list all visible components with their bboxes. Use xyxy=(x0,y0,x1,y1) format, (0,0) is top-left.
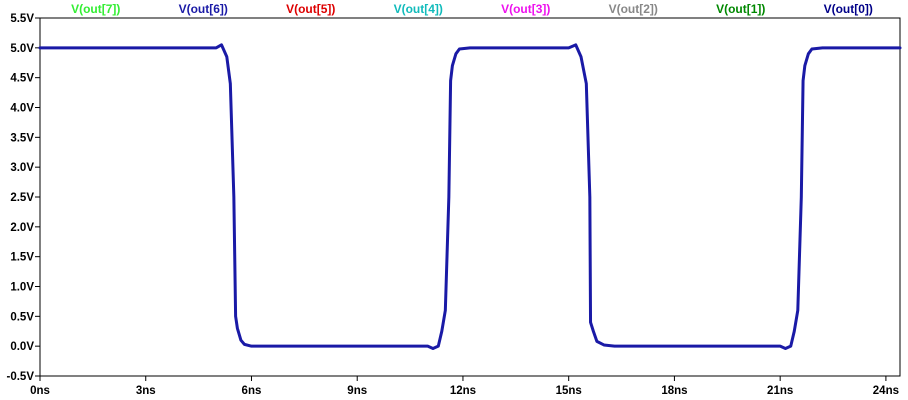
x-tick-label: 15ns xyxy=(556,385,582,397)
series-lines xyxy=(38,43,902,351)
x-tick-label: 9ns xyxy=(347,385,367,397)
plot-frame xyxy=(39,17,901,377)
x-tick-label: 3ns xyxy=(136,385,156,397)
legend-entry[interactable]: V(out[2]) xyxy=(609,2,658,16)
y-tick-label: 1.0V xyxy=(10,282,34,294)
x-tick-label: 12ns xyxy=(450,385,476,397)
legend-entry[interactable]: V(out[1]) xyxy=(716,2,765,16)
x-tick-label: 24ns xyxy=(873,385,899,397)
x-tick-label: 6ns xyxy=(242,385,262,397)
legend-entry[interactable]: V(out[6]) xyxy=(179,2,228,16)
y-tick-label: 5.0V xyxy=(10,43,34,55)
x-tick-label: 0ns xyxy=(30,385,50,397)
y-tick-label: 5.5V xyxy=(10,13,34,25)
series-line xyxy=(38,43,902,351)
x-axis-ticks: 0ns 3ns 6ns 9ns 12ns 15ns 18ns 21ns 24ns xyxy=(30,376,899,397)
y-tick-label: -0.5V xyxy=(7,371,35,383)
y-tick-label: 1.5V xyxy=(10,252,34,264)
legend-entry[interactable]: V(out[0]) xyxy=(824,2,873,16)
legend: V(out[7]) V(out[6]) V(out[5]) V(out[4]) V(ou… xyxy=(71,2,873,16)
y-tick-label: 2.0V xyxy=(10,222,34,234)
x-tick-label: 18ns xyxy=(661,385,687,397)
legend-entry[interactable]: V(out[4]) xyxy=(394,2,443,16)
y-axis-ticks: -0.5V 0.0V 0.5V 1.0V 1.5V 2.0V 2.5V 3.0V 3.5V 4.0… xyxy=(7,13,40,383)
legend-entry[interactable]: V(out[3]) xyxy=(501,2,550,16)
y-tick-label: 4.5V xyxy=(10,73,34,85)
legend-entry[interactable]: V(out[7]) xyxy=(71,2,120,16)
y-tick-label: 3.5V xyxy=(10,132,34,144)
y-tick-label: 4.0V xyxy=(10,103,34,115)
y-tick-label: 0.5V xyxy=(10,311,34,323)
y-tick-label: 2.5V xyxy=(10,192,34,204)
legend-entry[interactable]: V(out[5]) xyxy=(286,2,335,16)
y-tick-label: 0.0V xyxy=(10,341,34,353)
y-tick-label: 3.0V xyxy=(10,162,34,174)
x-tick-label: 21ns xyxy=(767,385,793,397)
